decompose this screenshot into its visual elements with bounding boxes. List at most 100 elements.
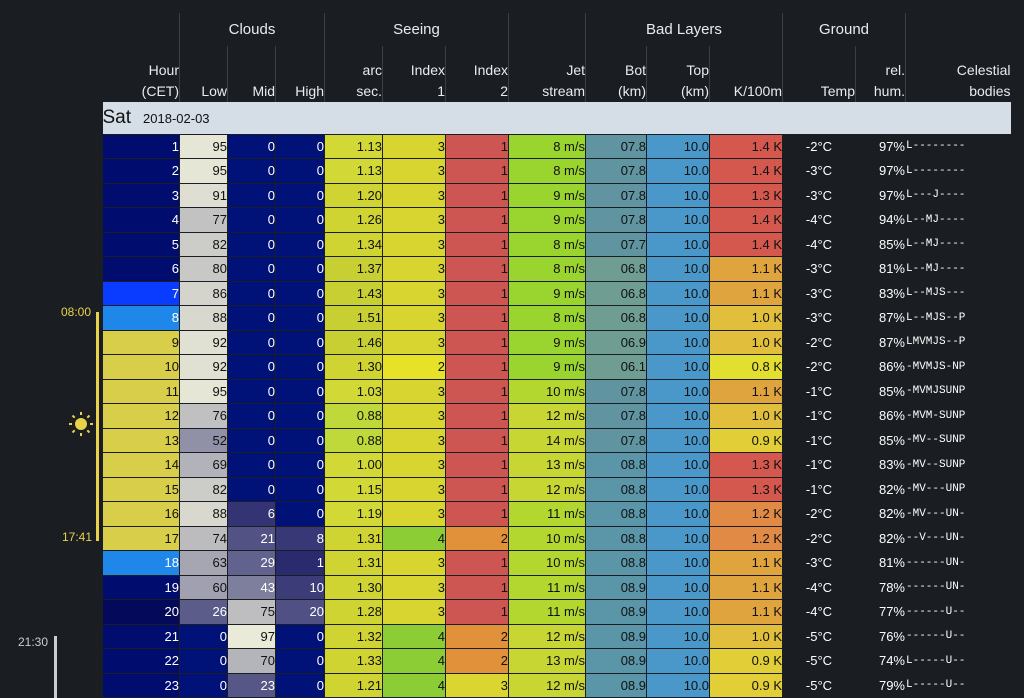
day-header: Sat 2018-02-03 bbox=[102, 102, 1011, 134]
forecast-row: 9 92 0 0 1.46 3 1 9 m/s 06.9 10.0 1.0 K -2°C 87% LMVM… bbox=[102, 329, 1011, 355]
forecast-row: 18 63 29 1 1.31 3 1 10 m/s 08.8 10.0 1.1 K -3°C 81% -… bbox=[102, 550, 1011, 576]
low-cloud-cell: 88 bbox=[179, 305, 228, 331]
sun-icon bbox=[69, 412, 93, 436]
temp-gradient-cell: 0.9 K bbox=[709, 648, 783, 674]
mid-cloud-cell: 0 bbox=[227, 133, 276, 159]
temp-gradient-cell: 1.4 K bbox=[709, 207, 783, 233]
high-cloud-cell: 0 bbox=[275, 403, 325, 429]
hour-cell: 9 bbox=[102, 329, 180, 355]
bad-layer-bottom-cell: 08.8 bbox=[585, 501, 647, 527]
jet-stream-cell: 8 m/s bbox=[508, 158, 586, 184]
arcsec-cell: 1.15 bbox=[324, 476, 383, 502]
temp-cell: -4°C bbox=[782, 207, 856, 233]
hour-cell: 23 bbox=[102, 672, 180, 698]
group-celestial bbox=[905, 13, 1011, 46]
temp-cell: -4°C bbox=[782, 599, 856, 625]
bad-layer-bottom-cell: 07.8 bbox=[585, 403, 647, 429]
daylight-sidebar: 08:00 17:41 21:30 bbox=[0, 0, 102, 698]
temp-cell: -2°C bbox=[782, 133, 856, 159]
high-cloud-cell: 0 bbox=[275, 305, 325, 331]
mid-cloud-cell: 29 bbox=[227, 550, 276, 576]
celestial-cell: -MV--SUNP bbox=[905, 452, 1011, 478]
forecast-table: Clouds Seeing Bad Layers Ground Hour (CET… bbox=[102, 13, 1011, 698]
high-cloud-cell: 0 bbox=[275, 672, 325, 698]
index1-cell: 3 bbox=[382, 476, 446, 502]
high-cloud-cell: 0 bbox=[275, 182, 325, 208]
day-name: Sat bbox=[102, 106, 132, 128]
celestial-cell: ------UN- bbox=[905, 574, 1011, 600]
index1-cell: 4 bbox=[382, 525, 446, 551]
mid-cloud-cell: 0 bbox=[227, 207, 276, 233]
bad-layer-top-cell: 10.0 bbox=[646, 207, 710, 233]
jet-stream-cell: 13 m/s bbox=[508, 452, 586, 478]
index2-cell: 2 bbox=[445, 525, 509, 551]
mid-cloud-cell: 97 bbox=[227, 623, 276, 649]
index2-cell: 2 bbox=[445, 623, 509, 649]
jet-stream-cell: 12 m/s bbox=[508, 403, 586, 429]
humidity-cell: 86% bbox=[855, 403, 906, 429]
bad-layer-top-cell: 10.0 bbox=[646, 182, 710, 208]
bad-layer-bottom-cell: 06.8 bbox=[585, 305, 647, 331]
group-jet bbox=[508, 13, 586, 46]
celestial-cell: L-----U-- bbox=[905, 672, 1011, 698]
temp-gradient-cell: 1.3 K bbox=[709, 452, 783, 478]
bad-layer-bottom-cell: 08.8 bbox=[585, 476, 647, 502]
arcsec-cell: 1.30 bbox=[324, 354, 383, 380]
forecast-row: 4 77 0 0 1.26 3 1 9 m/s 07.8 10.0 1.4 K -4°C 94% L--M… bbox=[102, 207, 1011, 233]
jet-stream-cell: 11 m/s bbox=[508, 574, 586, 600]
temp-cell: -1°C bbox=[782, 452, 856, 478]
temp-gradient-cell: 1.1 K bbox=[709, 599, 783, 625]
high-cloud-cell: 0 bbox=[275, 476, 325, 502]
mid-cloud-cell: 70 bbox=[227, 648, 276, 674]
arcsec-cell: 1.13 bbox=[324, 158, 383, 184]
index2-cell: 1 bbox=[445, 329, 509, 355]
high-cloud-cell: 0 bbox=[275, 256, 325, 282]
humidity-cell: 83% bbox=[855, 280, 906, 306]
bad-layer-bottom-cell: 07.8 bbox=[585, 378, 647, 404]
index2-cell: 1 bbox=[445, 574, 509, 600]
low-cloud-cell: 80 bbox=[179, 256, 228, 282]
celestial-cell: L--MJS--P bbox=[905, 305, 1011, 331]
jet-stream-cell: 12 m/s bbox=[508, 623, 586, 649]
hour-cell: 6 bbox=[102, 256, 180, 282]
bad-layer-bottom-cell: 06.1 bbox=[585, 354, 647, 380]
temp-gradient-cell: 1.1 K bbox=[709, 574, 783, 600]
hour-cell: 13 bbox=[102, 427, 180, 453]
mid-cloud-cell: 0 bbox=[227, 378, 276, 404]
arcsec-cell: 0.88 bbox=[324, 403, 383, 429]
forecast-row: 7 86 0 0 1.43 3 1 9 m/s 06.8 10.0 1.1 K -3°C 83% L--M… bbox=[102, 280, 1011, 306]
low-cloud-cell: 69 bbox=[179, 452, 228, 478]
bad-layer-bottom-cell: 06.8 bbox=[585, 280, 647, 306]
humidity-cell: 97% bbox=[855, 158, 906, 184]
temp-cell: -5°C bbox=[782, 648, 856, 674]
group-hour bbox=[103, 13, 180, 46]
arcsec-cell: 1.32 bbox=[324, 623, 383, 649]
celestial-cell: L--MJ---- bbox=[905, 231, 1011, 257]
temp-gradient-cell: 0.9 K bbox=[709, 427, 783, 453]
arcsec-cell: 1.28 bbox=[324, 599, 383, 625]
humidity-cell: 82% bbox=[855, 501, 906, 527]
temp-gradient-cell: 1.1 K bbox=[709, 378, 783, 404]
group-ground: Ground bbox=[782, 13, 906, 46]
col-index2: Index 2 bbox=[445, 46, 509, 102]
humidity-cell: 82% bbox=[855, 476, 906, 502]
index2-cell: 1 bbox=[445, 403, 509, 429]
humidity-cell: 81% bbox=[855, 256, 906, 282]
mid-cloud-cell: 0 bbox=[227, 305, 276, 331]
index2-cell: 3 bbox=[445, 672, 509, 698]
index2-cell: 1 bbox=[445, 158, 509, 184]
col-high: High bbox=[275, 46, 325, 102]
index1-cell: 4 bbox=[382, 623, 446, 649]
temp-cell: -3°C bbox=[782, 256, 856, 282]
humidity-cell: 85% bbox=[855, 378, 906, 404]
bad-layer-bottom-cell: 08.9 bbox=[585, 648, 647, 674]
forecast-row: 11 95 0 0 1.03 3 1 10 m/s 07.8 10.0 1.1 K -1°C 85% -M… bbox=[102, 378, 1011, 404]
celestial-cell: -MV---UN- bbox=[905, 501, 1011, 527]
humidity-cell: 81% bbox=[855, 550, 906, 576]
index2-cell: 1 bbox=[445, 501, 509, 527]
temp-gradient-cell: 1.0 K bbox=[709, 403, 783, 429]
col-index1: Index 1 bbox=[382, 46, 446, 102]
low-cloud-cell: 60 bbox=[179, 574, 228, 600]
hour-cell: 2 bbox=[102, 158, 180, 184]
low-cloud-cell: 0 bbox=[179, 623, 228, 649]
